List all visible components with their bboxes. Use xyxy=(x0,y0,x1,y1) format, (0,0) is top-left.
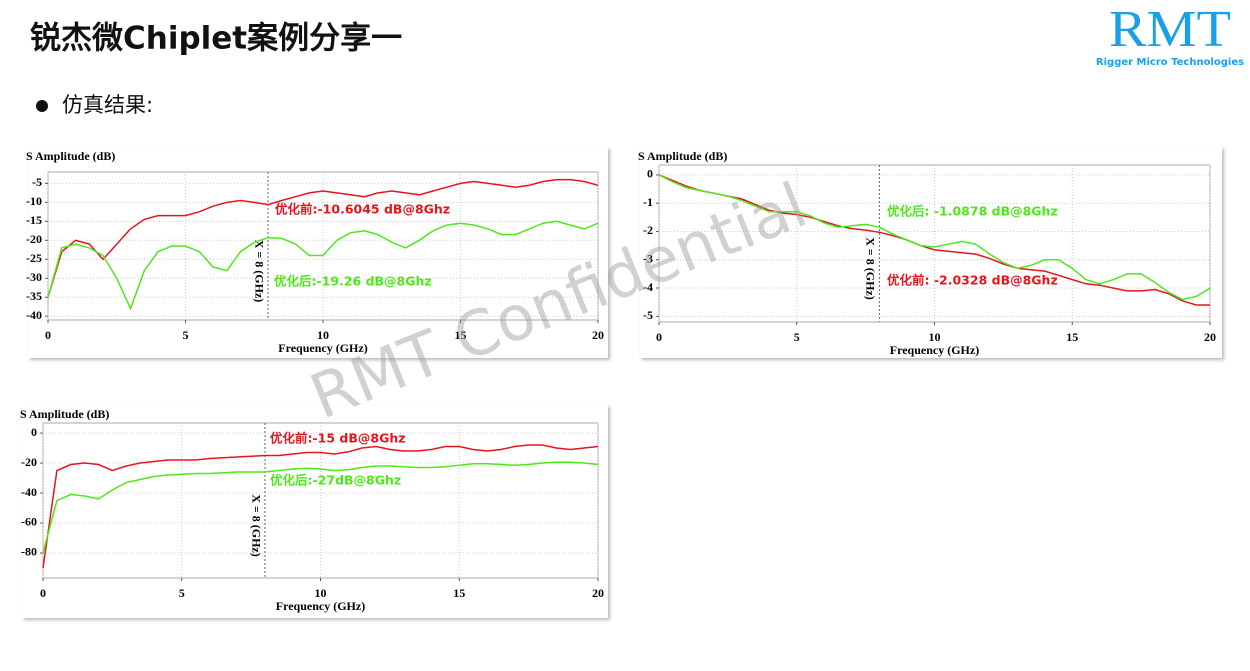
x-tick-label: 0 xyxy=(656,330,662,344)
y-tick-label: -10 xyxy=(26,194,42,208)
marker-label: X = 8 (GHz) xyxy=(252,240,266,303)
series-line xyxy=(42,461,599,554)
x-tick-label: 5 xyxy=(794,330,800,344)
x-tick-label: 0 xyxy=(45,328,51,342)
logo-name: RMT xyxy=(1109,1,1231,58)
y-tick-label: -5 xyxy=(32,175,42,189)
annotation: 优化后:-27dB@8Ghz xyxy=(270,473,401,488)
y-tick-label: 0 xyxy=(31,425,37,439)
series-line xyxy=(42,444,599,569)
x-tick-label: 10 xyxy=(929,330,941,344)
y-axis-title: S Amplitude (dB) xyxy=(20,407,109,421)
series-line xyxy=(47,178,599,298)
y-tick-label: -35 xyxy=(26,289,42,303)
x-tick-label: 20 xyxy=(1204,330,1216,344)
y-tick-label: -80 xyxy=(21,545,37,559)
y-axis-title: S Amplitude (dB) xyxy=(638,149,727,163)
bullet-text: 仿真结果: xyxy=(62,93,153,117)
y-tick-label: -4 xyxy=(643,280,653,294)
y-tick-label: -2 xyxy=(643,223,653,237)
x-tick-label: 15 xyxy=(1066,330,1078,344)
series-line xyxy=(658,174,1211,301)
x-axis-title: Frequency (GHz) xyxy=(278,341,367,355)
y-tick-label: -20 xyxy=(21,455,37,469)
x-tick-label: 5 xyxy=(179,586,185,600)
y-axis-title: S Amplitude (dB) xyxy=(26,149,115,163)
y-tick-label: -30 xyxy=(26,270,42,284)
series-line xyxy=(47,220,599,311)
y-tick-label: -3 xyxy=(643,252,653,266)
y-tick-label: -20 xyxy=(26,232,42,246)
logo-subtitle: Rigger Micro Technologies xyxy=(1096,57,1244,68)
annotation: 优化前:-15 dB@8Ghz xyxy=(270,431,406,446)
x-tick-label: 20 xyxy=(592,328,604,342)
y-tick-label: -15 xyxy=(26,213,42,227)
x-tick-label: 15 xyxy=(453,586,465,600)
x-tick-label: 15 xyxy=(455,328,467,342)
y-tick-label: -40 xyxy=(26,308,42,322)
y-tick-label: -40 xyxy=(21,485,37,499)
x-tick-label: 10 xyxy=(315,586,327,600)
x-axis-title: Frequency (GHz) xyxy=(890,343,979,357)
annotation: 优化后: -1.0878 dB@8Ghz xyxy=(887,204,1058,219)
x-tick-label: 20 xyxy=(592,586,604,600)
x-tick-label: 5 xyxy=(183,328,189,342)
bullet-dot xyxy=(36,100,48,112)
x-axis-title: Frequency (GHz) xyxy=(276,599,365,613)
y-tick-label: -60 xyxy=(21,515,37,529)
x-tick-label: 10 xyxy=(317,328,329,342)
annotation: 优化后:-19.26 dB@8Ghz xyxy=(274,274,432,289)
y-tick-label: -25 xyxy=(26,251,42,265)
annotation: 优化前: -2.0328 dB@8Ghz xyxy=(887,273,1058,288)
charts: S Amplitude (dB)Frequency (GHz)-5-10-15-… xyxy=(20,147,1222,618)
annotation: 优化前:-10.6045 dB@8Ghz xyxy=(275,202,450,217)
series-line xyxy=(658,174,1210,306)
y-tick-label: -1 xyxy=(643,195,653,209)
slide-title: 锐杰微Chiplet案例分享一 xyxy=(30,21,402,57)
marker-label: X = 8 (GHz) xyxy=(249,494,263,557)
marker-label: X = 8 (GHz) xyxy=(864,237,878,300)
y-tick-label: -5 xyxy=(643,308,653,322)
x-tick-label: 0 xyxy=(40,586,46,600)
y-tick-label: 0 xyxy=(647,167,653,181)
